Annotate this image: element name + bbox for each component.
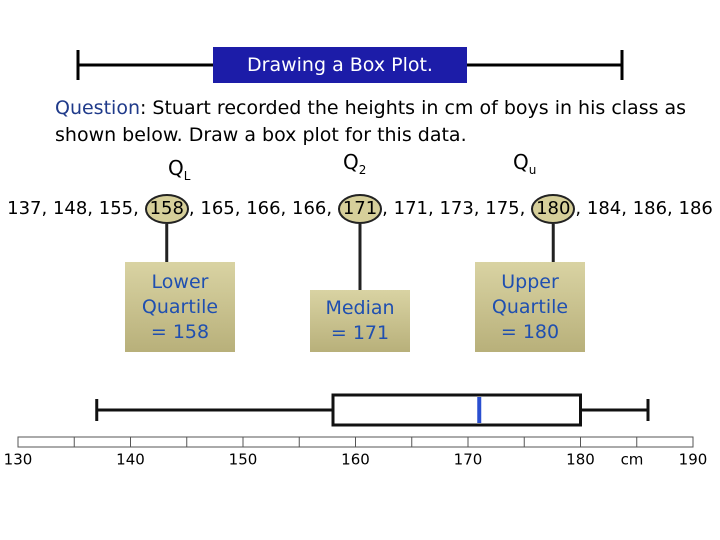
data-value: 184 — [586, 198, 622, 219]
box-line: Quartile — [491, 295, 569, 318]
data-value: 166 — [246, 198, 281, 219]
data-value: 175 — [485, 198, 520, 219]
q-sub: 2 — [358, 163, 367, 177]
data-value: 186 — [632, 198, 668, 219]
data-value: 166 — [292, 198, 327, 219]
question: Question: Stuart recorded the heights in… — [55, 95, 695, 149]
x-tick-label: 180 — [566, 451, 595, 469]
data-value: 137 — [7, 198, 42, 219]
box-line: Median — [325, 297, 395, 319]
data-value: 186 — [678, 198, 713, 219]
box-line: Lower — [151, 270, 209, 293]
quartile-marker: Qu — [513, 150, 536, 177]
box — [331, 393, 582, 427]
data-value: 155 — [98, 198, 134, 219]
quartile-marker: QL — [168, 156, 190, 183]
box-line: Upper — [501, 270, 559, 293]
x-tick-label: 140 — [116, 451, 145, 469]
data-value: 148 — [52, 198, 88, 219]
x-tick-label: 160 — [341, 451, 370, 469]
data-value: 173 — [439, 198, 474, 219]
data-value: 180 — [531, 194, 576, 224]
data-value: 171 — [393, 198, 428, 219]
q-letter: Q — [513, 150, 529, 174]
data-value: 171 — [337, 194, 383, 224]
question-text: : Stuart recorded the heights in cm of b… — [55, 97, 687, 146]
x-axis-label: cm — [621, 451, 644, 469]
box-line: = 180 — [500, 320, 560, 343]
x-tick-label: 130 — [4, 451, 33, 469]
title: Drawing a Box Plot. — [213, 47, 467, 83]
q-letter: Q — [168, 156, 184, 180]
data-value: 158 — [144, 194, 189, 224]
info-box: Upper Quartile = 180 — [475, 262, 585, 352]
x-tick-label: 150 — [229, 451, 258, 469]
data-list: 137, 148, 155, 158, 165, 166, 166, 171, … — [0, 194, 720, 224]
box-line: = 171 — [330, 322, 390, 344]
data-value: 165 — [200, 198, 235, 219]
x-tick-label: 170 — [454, 451, 483, 469]
q-letter: Q — [343, 150, 359, 174]
q-sub: u — [528, 163, 537, 177]
box-line: = 158 — [150, 320, 210, 343]
info-box: Lower Quartile = 158 — [125, 262, 235, 352]
box-line: Quartile — [141, 295, 219, 318]
q-sub: L — [183, 169, 191, 183]
quartile-marker: Q2 — [343, 150, 366, 177]
x-tick-label: 190 — [679, 451, 708, 469]
question-label: Question — [55, 97, 140, 119]
info-box: Median = 171 — [310, 290, 410, 352]
